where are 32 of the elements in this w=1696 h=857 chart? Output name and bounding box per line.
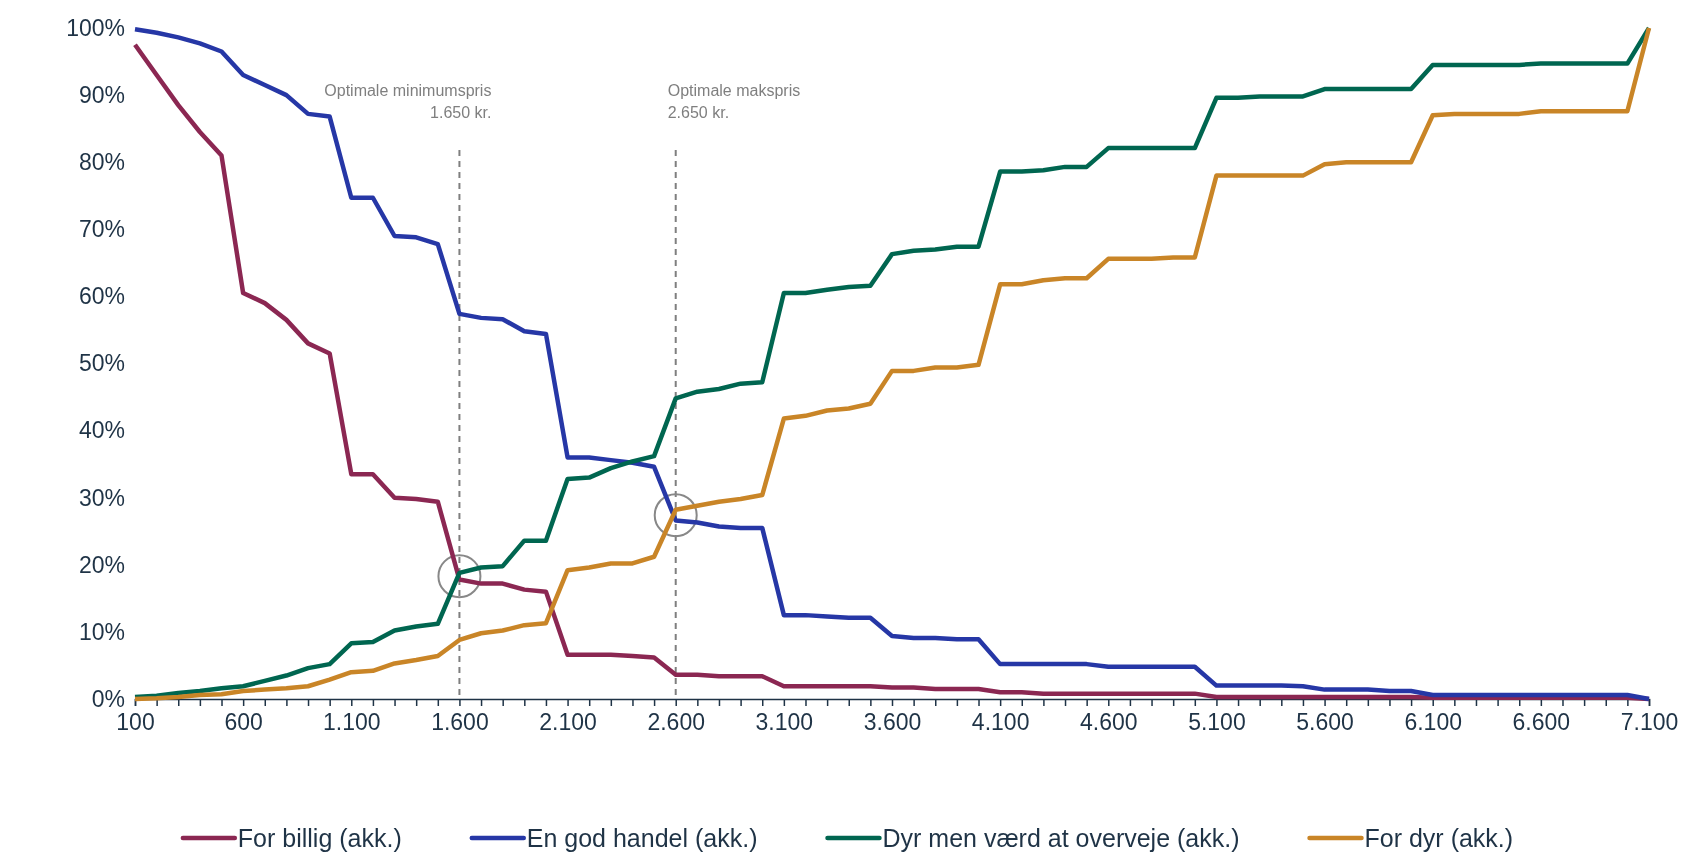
x-tick-label: 1.600: [431, 709, 489, 736]
y-tick-label: 100%: [66, 14, 125, 41]
x-tick-label: 5.100: [1188, 709, 1246, 736]
x-tick-label: 4.100: [971, 709, 1030, 736]
y-tick-label: 60%: [78, 283, 125, 310]
y-tick-label: 50%: [78, 350, 125, 377]
x-tick-label: 2.600: [647, 709, 705, 736]
x-tick-label: 4.600: [1080, 709, 1138, 736]
y-tick-label: 90%: [78, 81, 125, 108]
x-tick-label: 6.100: [1404, 709, 1462, 736]
y-tick-label: 10%: [78, 618, 125, 645]
ref-line-label: Optimale minimumspris 1.650 kr.: [324, 82, 492, 121]
legend-label: Dyr men værd at overveje (akk.): [882, 824, 1240, 852]
legend-label: For dyr (akk.): [1364, 824, 1514, 852]
y-tick-label: 70%: [78, 216, 125, 243]
y-tick-label: 0%: [91, 685, 125, 712]
x-tick-label: 600: [224, 709, 263, 736]
x-tick-label: 7.100: [1620, 709, 1679, 736]
x-tick-label: 5.600: [1296, 709, 1354, 736]
y-tick-label: 80%: [78, 149, 125, 176]
x-tick-label: 3.100: [755, 709, 814, 736]
x-tick-label: 1.100: [323, 709, 381, 736]
y-tick-label: 20%: [78, 551, 125, 578]
x-tick-label: 100: [116, 709, 155, 736]
y-tick-label: 40%: [78, 417, 125, 444]
x-tick-label: 3.600: [863, 709, 922, 736]
y-tick-label: 30%: [78, 484, 125, 511]
legend-label: For billig (akk.): [237, 824, 402, 852]
x-tick-label: 6.600: [1512, 709, 1571, 736]
ref-line-label: Optimale makspris 2.650 kr.: [667, 82, 801, 121]
legend-label: En god handel (akk.): [526, 824, 758, 852]
x-tick-label: 2.100: [539, 709, 597, 736]
